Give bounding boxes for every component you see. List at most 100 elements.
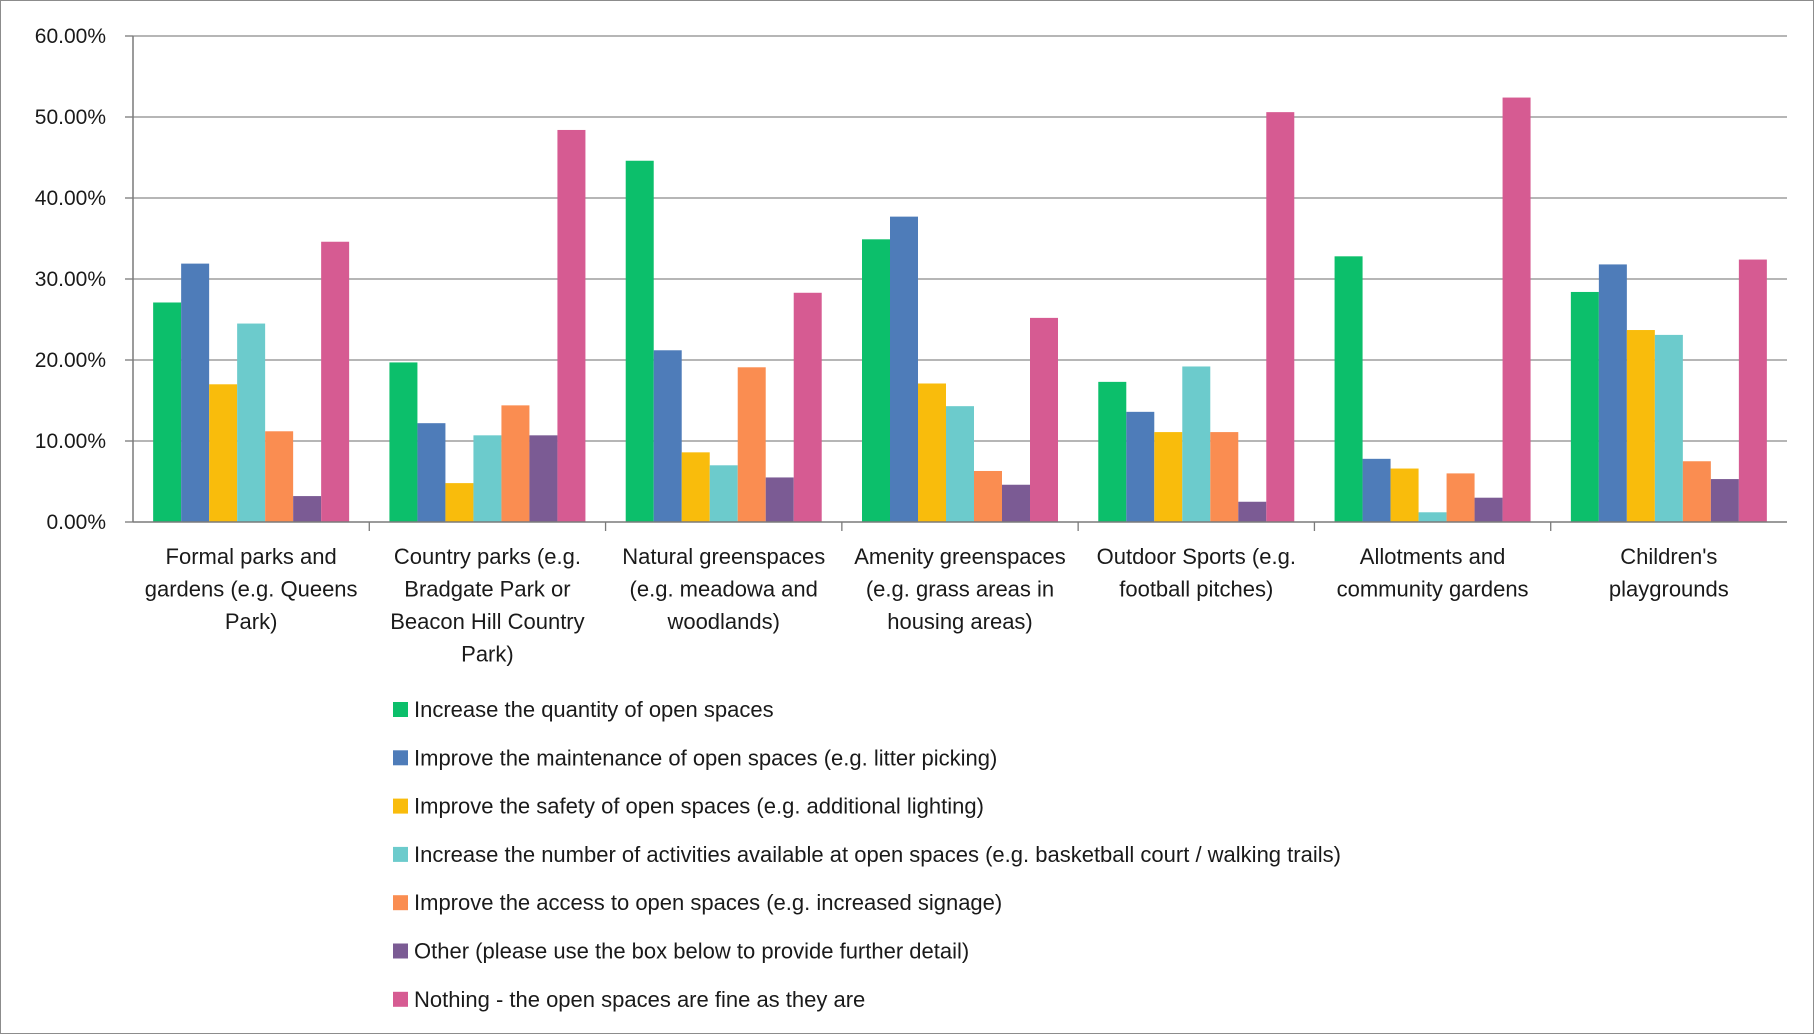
bar	[737, 367, 766, 522]
y-tick-label: 0.00%	[46, 511, 106, 534]
bar	[1238, 501, 1267, 522]
bar	[1154, 432, 1183, 522]
bar	[709, 465, 738, 522]
legend-swatch	[393, 798, 408, 814]
gridlines	[133, 35, 1787, 442]
legend-swatch	[393, 895, 408, 911]
x-category-label-line: football pitches)	[1119, 577, 1273, 602]
x-category-label-line: Bradgate Park or	[404, 577, 570, 602]
x-category-label-line: Country parks (e.g.	[394, 544, 581, 569]
bar	[501, 405, 530, 522]
bar	[974, 470, 1002, 522]
x-category-label-line: community gardens	[1337, 577, 1529, 602]
legend-swatch	[393, 943, 408, 959]
x-category-label-line: (e.g. grass areas in	[866, 577, 1054, 602]
bar	[473, 435, 502, 522]
x-category-label-line: Allotments and	[1360, 544, 1506, 569]
bar	[1474, 497, 1503, 522]
bar	[1446, 473, 1475, 522]
bar	[793, 292, 822, 522]
x-category-label-line: gardens (e.g. Queens	[145, 577, 358, 602]
x-category-label-line: Outdoor Sports (e.g.	[1097, 544, 1296, 569]
legend-swatch	[393, 702, 408, 717]
legend-label: Improve the access to open spaces (e.g. …	[414, 890, 1002, 915]
bar	[237, 323, 266, 522]
bar	[1126, 411, 1155, 522]
bar	[1710, 479, 1739, 522]
y-tick-label: 60.00%	[35, 25, 106, 48]
bar	[153, 302, 182, 522]
bar	[653, 350, 682, 522]
bar	[293, 496, 322, 522]
legend-swatch	[393, 750, 408, 766]
bar	[209, 384, 238, 522]
bar	[1030, 317, 1058, 522]
bar	[1182, 366, 1211, 522]
axis-labels: 0.00% 10.00% 20.00% 30.00% 40.00% 50.00% 60.00…	[35, 25, 1729, 667]
x-category-label: Outdoor Sports (e.g. football pitches)	[1097, 544, 1296, 602]
x-category-label: Children's playgrounds	[1609, 544, 1729, 602]
legend-label: Increase the quantity of open spaces	[414, 697, 774, 722]
x-category-label-line: housing areas)	[887, 609, 1033, 634]
bar	[1738, 259, 1767, 522]
bar	[181, 263, 210, 522]
bar	[321, 241, 350, 523]
bar	[1334, 256, 1363, 522]
bar	[1362, 458, 1391, 522]
bar	[1570, 291, 1599, 522]
y-tick-label: 40.00%	[35, 187, 106, 210]
y-tick-label: 50.00%	[35, 106, 106, 129]
bar	[445, 483, 474, 522]
y-tick-label: 30.00%	[35, 268, 106, 291]
legend-label: Nothing - the open spaces are fine as th…	[414, 987, 865, 1012]
bar	[1626, 330, 1655, 522]
bar	[529, 435, 558, 522]
x-category-label-line: Beacon Hill Country	[390, 609, 584, 634]
x-category-label-line: playgrounds	[1609, 577, 1729, 602]
bars	[153, 97, 1767, 523]
bar	[1390, 468, 1419, 522]
bar	[1502, 97, 1531, 522]
x-category-label-line: Natural greenspaces	[622, 544, 825, 569]
x-category-label-line: Formal parks and	[166, 544, 337, 569]
bar	[1210, 432, 1239, 522]
x-category-label-line: woodlands)	[666, 609, 780, 634]
bar	[1098, 381, 1127, 522]
legend-label: Improve the maintenance of open spaces (…	[414, 745, 997, 770]
y-tick-label: 10.00%	[35, 430, 106, 453]
x-category-label-line: Park)	[461, 642, 514, 667]
bar	[389, 362, 418, 522]
bar	[417, 423, 446, 522]
bar	[946, 406, 974, 522]
x-category-label: Allotments and community gardens	[1337, 544, 1529, 602]
legend-swatch	[393, 991, 408, 1007]
bar	[1266, 112, 1295, 522]
y-tick-label: 20.00%	[35, 349, 106, 372]
x-category-label: Formal parks and gardens (e.g. Queens Park…	[145, 544, 358, 634]
bar	[1418, 512, 1447, 522]
x-category-label-line: Park)	[225, 609, 278, 634]
legend: Increase the quantity of open spaces Impr…	[393, 697, 1341, 1012]
legend-label: Increase the number of activities availa…	[414, 842, 1341, 867]
bar	[1682, 461, 1711, 522]
x-category-label: Country parks (e.g. Bradgate Park or Beaco…	[390, 544, 584, 667]
bar	[862, 239, 890, 522]
bar	[265, 431, 294, 522]
bar	[918, 383, 946, 522]
x-category-label: Amenity greenspaces (e.g. grass areas in h…	[854, 544, 1066, 634]
x-category-label-line: Children's	[1620, 544, 1717, 569]
bar	[625, 160, 654, 523]
bar	[1654, 334, 1683, 522]
x-category-label-line: Amenity greenspaces	[854, 544, 1066, 569]
legend-label: Other (please use the box below to provi…	[414, 939, 969, 964]
bar	[1002, 484, 1030, 522]
x-category-label-line: (e.g. meadowa and	[630, 577, 818, 602]
bar	[890, 216, 918, 522]
bar	[681, 452, 710, 522]
bar	[557, 129, 586, 522]
bar	[1598, 264, 1627, 522]
x-category-label: Natural greenspaces (e.g. meadowa and wood…	[622, 544, 825, 634]
axes	[125, 35, 1787, 531]
bar	[765, 477, 794, 522]
